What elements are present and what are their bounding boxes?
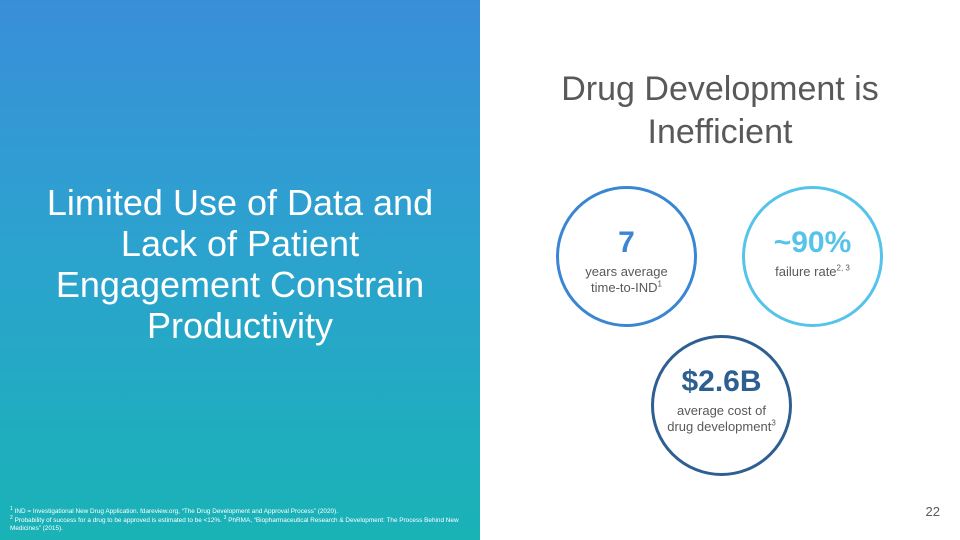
stat-value: ~90% (773, 226, 852, 259)
stat-circle-time-to-ind: 7 years average time-to-IND1 (556, 186, 697, 327)
page-number: 22 (925, 504, 940, 519)
stat-caption: years average time-to-IND1 (569, 264, 684, 296)
footnote-1-mark: 1 (10, 505, 13, 512)
footnote-3-mark: 3 (223, 514, 227, 521)
left-gradient-panel: Limited Use of Data and Lack of Patient … (0, 0, 480, 540)
stat-circle-failure-rate: ~90% failure rate2, 3 (742, 186, 883, 327)
left-panel-title: Limited Use of Data and Lack of Patient … (46, 182, 434, 346)
stat-value: $2.6B (681, 365, 762, 398)
stat-caption-line1: years average (585, 264, 668, 279)
stat-caption-text: failure rate (775, 264, 837, 279)
stat-value: 7 (618, 226, 635, 259)
footnote-ref: 3 (771, 418, 776, 428)
footnote-ref: 1 (657, 279, 662, 289)
footnote-ref: 2, 3 (836, 263, 850, 273)
stat-caption: failure rate2, 3 (755, 264, 870, 280)
stat-circle-cost: $2.6B average cost of drug development3 (651, 335, 792, 476)
footnote-1-text: IND = Investigational New Drug Applicati… (14, 508, 338, 515)
footnote-2-mark: 2 (10, 514, 13, 521)
right-panel-title: Drug Development is Inefficient (561, 70, 879, 151)
stat-caption-line2: time-to-IND (591, 280, 658, 295)
footnote-3-text: PhRMA, “Biopharmaceutical Research & Dev… (10, 516, 459, 533)
footnote-2: 2 Probability of success for a drug to b… (10, 514, 460, 534)
stat-caption-text: average cost of drug development (667, 403, 772, 434)
stat-caption: average cost of drug development3 (664, 403, 779, 435)
footnote-1: 1 IND = Investigational New Drug Applica… (10, 505, 460, 517)
footnote-2-text: Probability of success for a drug to be … (14, 516, 222, 524)
footnotes: 1 IND = Investigational New Drug Applica… (10, 505, 460, 534)
